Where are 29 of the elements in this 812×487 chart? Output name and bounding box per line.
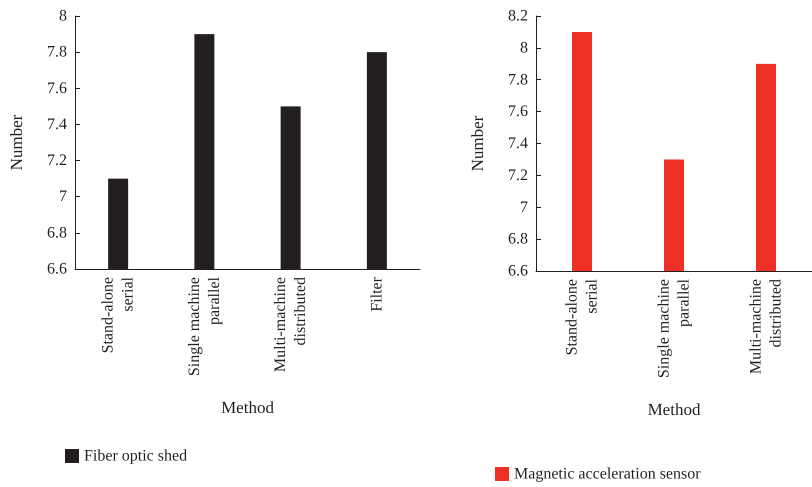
y-tick-label: 7.2 [508, 166, 528, 184]
y-tick-label: 8 [59, 8, 67, 24]
y-tick-label: 7.6 [508, 103, 528, 120]
y-tick-label: 6.8 [47, 224, 67, 242]
legend-label: Fiber optic shed [84, 448, 188, 464]
y-tick-label: 6.6 [47, 260, 67, 278]
y-tick-label: 7.4 [508, 135, 528, 152]
y-tick-label: 7.8 [47, 44, 67, 61]
y-tick-label: 6.6 [508, 262, 528, 280]
x-tick-label: Filter [368, 276, 386, 312]
y-tick-label: 7 [59, 188, 67, 206]
x-tick-label: Multi-machine distributed [748, 279, 784, 374]
y-tick-label: 6.8 [508, 230, 528, 248]
x-tick-label: Stand-alone serial [564, 278, 600, 356]
x-tick-label: Single machine parallel [186, 276, 223, 376]
y-tick-label: 7.2 [47, 152, 67, 170]
y-tick-label: 7.8 [508, 71, 528, 88]
y-tick-label: 7.6 [47, 80, 67, 97]
x-axis-title: Method [648, 400, 701, 419]
x-tick-label: Stand-alone serial [100, 276, 137, 354]
legend-label: Magnetic acceleration sensor [514, 466, 702, 482]
y-tick-label: 7.4 [47, 116, 67, 133]
y-tick-label: 7 [520, 198, 528, 216]
x-axis-title: Method [221, 398, 274, 417]
y-axis-title: Number [7, 114, 26, 170]
y-axis-title: Number [468, 115, 487, 172]
y-tick-label: 8 [520, 39, 528, 56]
x-tick-label: Single machine parallel [656, 278, 692, 378]
y-tick-label: 8.2 [508, 8, 528, 24]
